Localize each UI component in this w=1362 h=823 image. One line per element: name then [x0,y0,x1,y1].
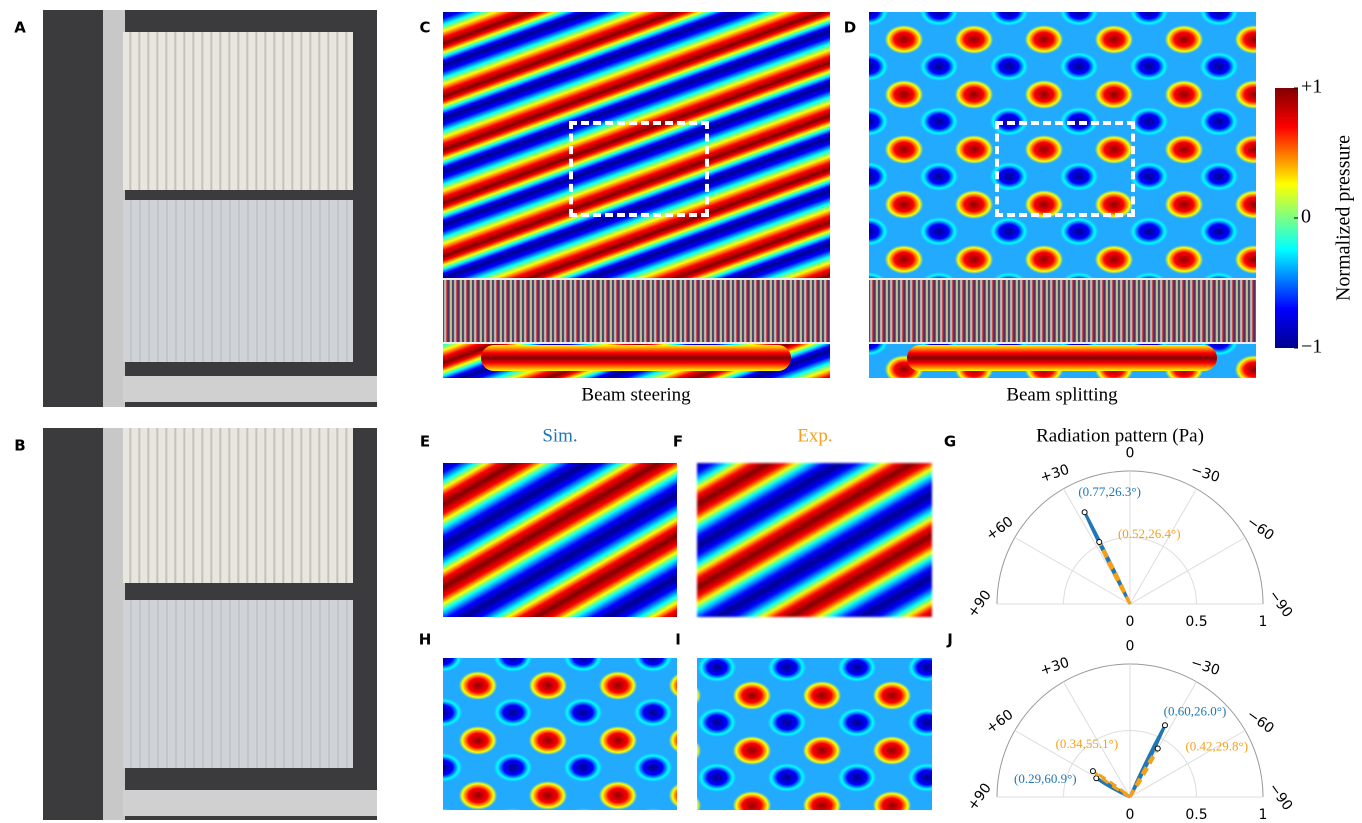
lobe [1093,771,1130,797]
grid-spoke [1130,538,1245,605]
theta-tick-label: +30 [1038,655,1071,679]
r-tick-label: 0 [1126,614,1135,630]
peak-marker [1094,776,1099,781]
theta-tick-label: −60 [1244,514,1277,544]
column-header: Sim. [542,425,577,446]
peak-label: (0.60,26.0°) [1164,703,1227,718]
r-tick-label: 1 [1259,807,1268,823]
theta-tick-label: +60 [983,707,1016,737]
theta-tick-label: +90 [965,587,995,620]
peak-marker [1090,769,1095,774]
overlay: Beam steering Beam splitting Sim. Exp. N… [0,0,1362,823]
colorbar-tick-label: −1 [1301,336,1322,358]
peak-marker [1097,540,1102,545]
colorbar-tick-label: +1 [1301,76,1322,98]
lobe [1130,725,1165,797]
r-tick-label: 1 [1259,614,1268,630]
panel-label: J [946,631,953,649]
r-tick-label: 0.5 [1185,807,1207,823]
peak-label: (0.77,26.3°) [1078,484,1141,499]
column-header: Exp. [797,425,832,446]
panel-label: A [14,19,26,37]
r-tick-label: 0.5 [1185,614,1207,630]
panel-label: E [420,433,430,451]
panel-label: D [844,19,856,37]
panel-label: B [14,437,25,455]
theta-tick-label: +30 [1038,462,1071,486]
theta-tick-label: −30 [1189,655,1222,679]
theta-tick-label: +60 [983,514,1016,544]
theta-tick-label: 0 [1126,639,1135,655]
colorbar-tick-label: 0 [1301,206,1311,228]
peak-marker [1162,723,1167,728]
theta-tick-label: +90 [965,780,995,813]
peak-label: (0.34,55.1°) [1056,736,1119,751]
theta-tick-label: 0 [1126,446,1135,462]
colorbar-title: Normalized pressure [1333,135,1355,301]
peak-label: (0.52,26.4°) [1118,526,1181,541]
peak-marker [1082,510,1087,515]
peak-label: (0.29,60.9°) [1014,771,1077,786]
figure: Beam steering Beam splitting Sim. Exp. N… [0,0,1362,823]
panel-label: G [944,433,956,451]
peak-label: (0.42,29.8°) [1185,739,1248,754]
caption: Beam splitting [1006,384,1118,405]
theta-tick-label: −60 [1244,707,1277,737]
panel-label: C [419,19,430,37]
theta-tick-label: −90 [1265,780,1295,813]
chart-title: Radiation pattern (Pa) [1036,425,1204,446]
panel-label: H [419,631,432,649]
panel-label: I [675,631,681,649]
theta-tick-label: −90 [1265,587,1295,620]
panel-label: F [673,433,683,451]
peak-marker [1155,746,1160,751]
caption: Beam steering [581,384,691,405]
theta-tick-label: −30 [1189,462,1222,486]
grid-spoke [1130,489,1197,604]
r-tick-label: 0 [1126,807,1135,823]
